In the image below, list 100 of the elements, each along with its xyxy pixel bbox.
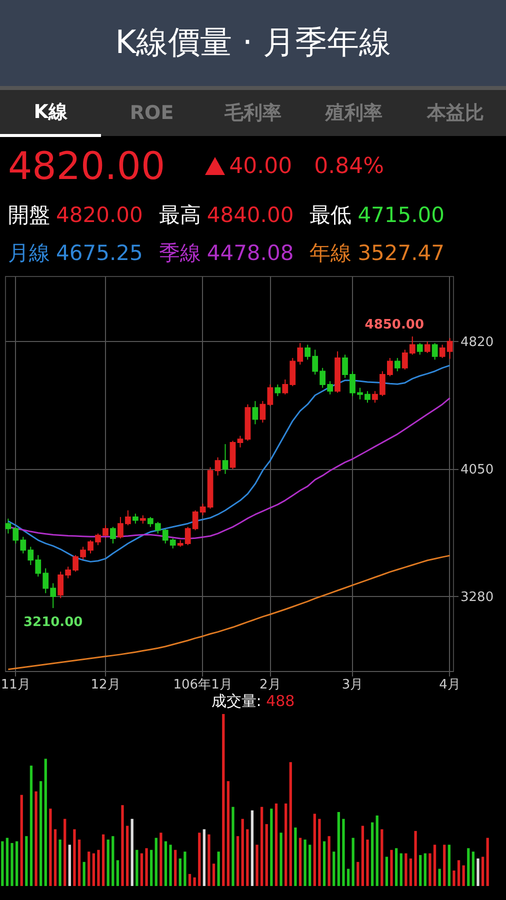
- text: 年線: [310, 240, 352, 267]
- bar: [58, 840, 62, 886]
- chart-title: K線價量 · 月季年線: [0, 0, 506, 90]
- x-tick-label: 12月: [90, 678, 120, 692]
- candlestick: [424, 340, 430, 354]
- bar: [64, 818, 66, 886]
- bar: [376, 815, 378, 886]
- bar: [169, 844, 172, 886]
- bar: [361, 826, 364, 886]
- bar: [304, 840, 306, 886]
- bar: [49, 808, 52, 886]
- bar: [78, 840, 81, 886]
- bar: [184, 852, 186, 886]
- bar: [332, 852, 336, 886]
- text: 4478.08: [206, 241, 294, 265]
- candlestick: [222, 444, 228, 474]
- bar: [352, 838, 354, 886]
- text: 成交量:: [211, 692, 262, 710]
- candlestick: [132, 513, 138, 524]
- candlestick: [416, 342, 423, 356]
- text: 最低: [310, 202, 352, 229]
- bar: [433, 844, 436, 886]
- bar: [20, 794, 23, 886]
- bar: [193, 877, 196, 886]
- bar: [308, 844, 312, 886]
- bar: [298, 838, 302, 886]
- bar: [443, 844, 446, 886]
- bar: [462, 865, 465, 886]
- bar: [409, 858, 412, 886]
- bar: [260, 806, 264, 886]
- bar: [188, 874, 192, 886]
- x-tick-label: 2月: [260, 678, 281, 692]
- text: 季線: [158, 240, 201, 267]
- bar: [140, 853, 144, 886]
- bar: [380, 829, 384, 886]
- bar: [92, 853, 95, 886]
- bar: [97, 850, 100, 886]
- text: 月線: [8, 240, 50, 267]
- bar: [370, 822, 374, 886]
- bar: [289, 762, 292, 886]
- bar: [208, 834, 210, 886]
- bar: [414, 830, 417, 886]
- bar: [68, 844, 71, 886]
- candlestick: [237, 435, 244, 448]
- bar: [82, 862, 86, 886]
- bar: [246, 829, 249, 886]
- bar: [164, 841, 168, 886]
- text: 毛利率: [223, 101, 282, 126]
- bar: [322, 841, 326, 886]
- bar: [457, 860, 460, 886]
- bar: [337, 812, 340, 886]
- bar: [121, 805, 124, 886]
- bar: [241, 818, 244, 886]
- x-tick-label: 4月: [439, 678, 460, 692]
- bar: [280, 832, 282, 886]
- bar: [178, 858, 182, 886]
- bar: [212, 864, 216, 886]
- bar: [265, 824, 268, 886]
- bar: [136, 850, 138, 886]
- bar: [284, 803, 288, 886]
- annotation: 3210.00: [23, 615, 83, 630]
- bar: [30, 766, 33, 886]
- bar: [448, 844, 450, 886]
- bar: [34, 791, 38, 886]
- bar: [313, 814, 316, 886]
- bar: [217, 852, 220, 886]
- candlestick: [252, 400, 258, 425]
- x-tick-label: 106年1月: [173, 678, 232, 692]
- text: 開盤: [8, 202, 50, 229]
- candlestick: [200, 503, 206, 516]
- candlestick: [214, 456, 221, 476]
- bar: [472, 852, 475, 886]
- x-tick-label: 3月: [342, 678, 364, 692]
- text: 4715.00: [358, 203, 445, 227]
- bar: [452, 870, 456, 886]
- bar: [366, 840, 369, 886]
- bar: [424, 853, 426, 886]
- bar: [404, 853, 408, 886]
- bar: [419, 855, 422, 886]
- bar: [346, 868, 350, 886]
- bar: [232, 806, 234, 886]
- bar: [145, 848, 148, 886]
- bar: [73, 829, 76, 886]
- bar: [400, 853, 402, 886]
- bar: [486, 838, 489, 886]
- bar: [88, 852, 90, 886]
- text: 殖利率: [324, 101, 384, 126]
- text: 最高: [158, 202, 201, 229]
- bar: [256, 844, 258, 886]
- bar: [154, 838, 158, 886]
- bar: [481, 856, 484, 886]
- line-series: [7, 554, 451, 670]
- bar: [226, 781, 230, 886]
- bar: [438, 868, 441, 886]
- bar: [198, 832, 201, 886]
- bar: [130, 818, 134, 886]
- candlestick: [274, 384, 281, 397]
- bar: [102, 834, 105, 886]
- bar: [395, 848, 398, 886]
- bar: [390, 850, 393, 886]
